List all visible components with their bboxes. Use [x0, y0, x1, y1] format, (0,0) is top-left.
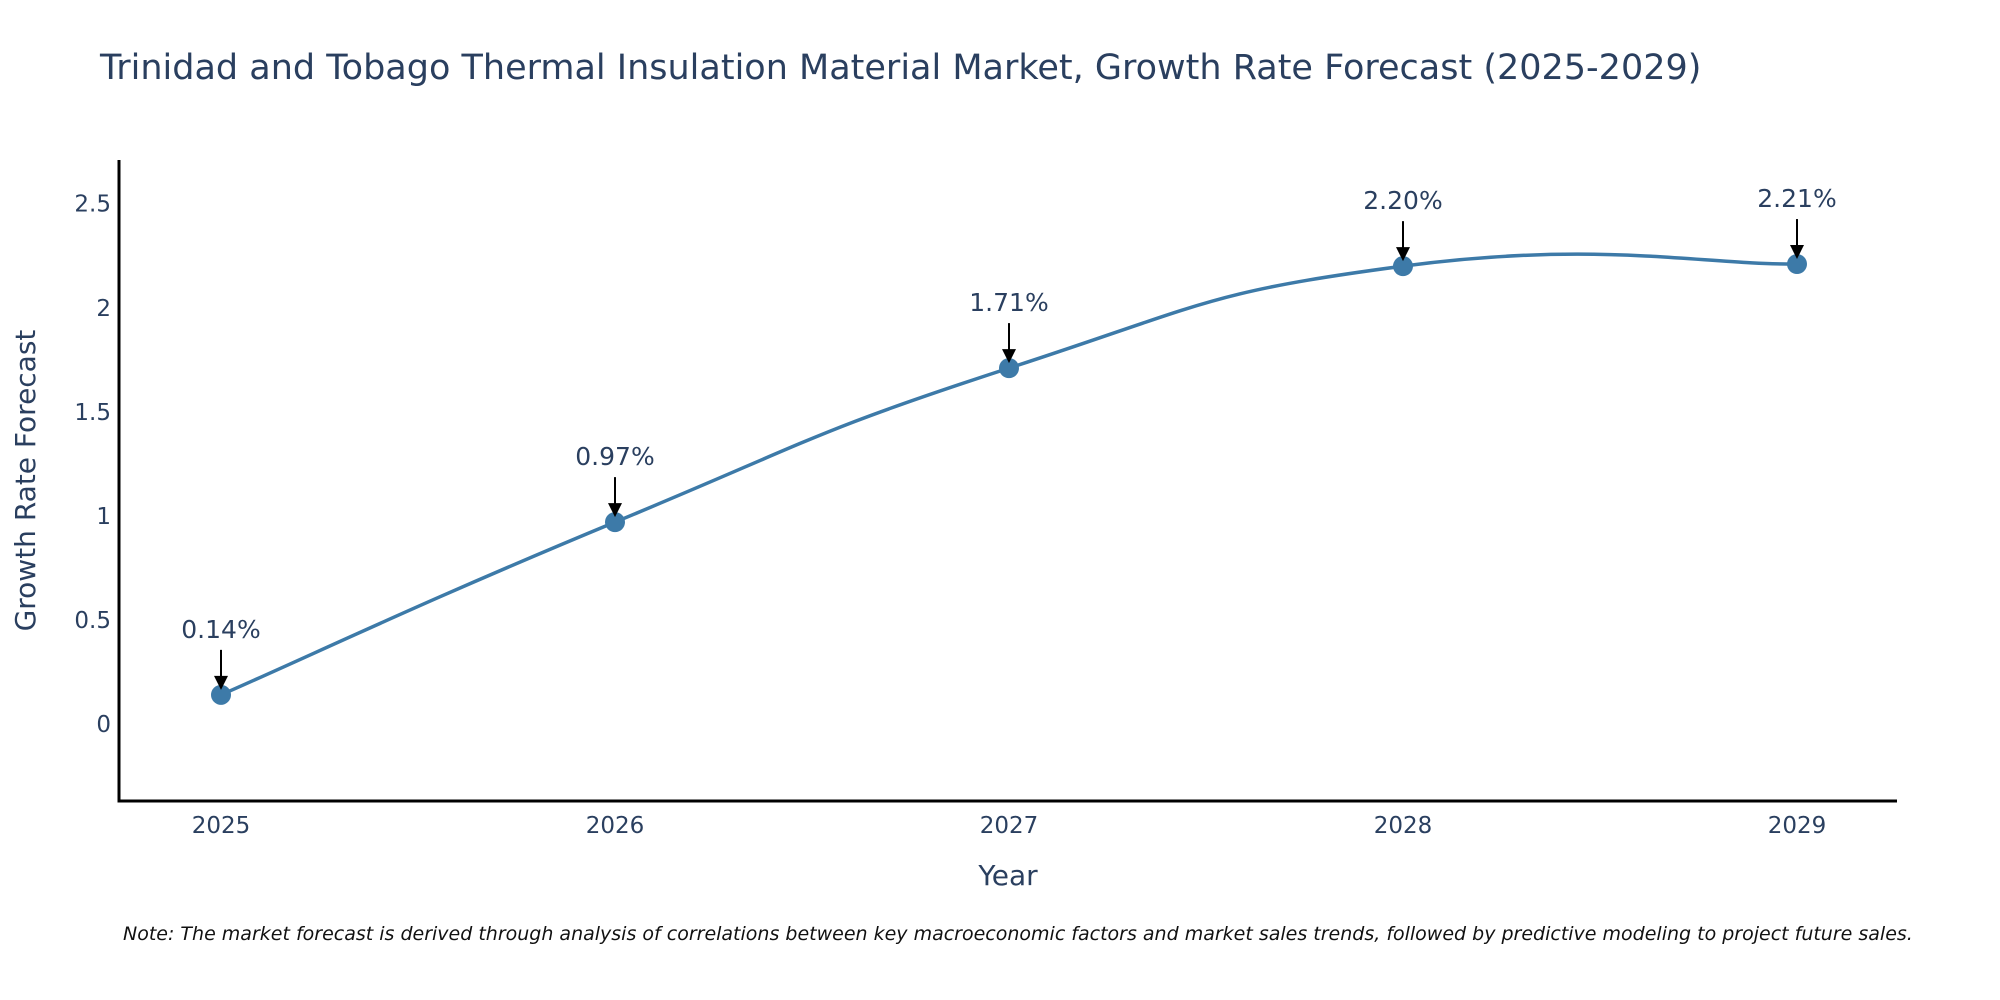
data-point — [999, 358, 1019, 379]
data-label: 2.21% — [1757, 184, 1837, 260]
series-line — [220, 252, 1798, 697]
x-tick-label: 2027 — [980, 813, 1039, 839]
y-axis-title: Growth Rate Forecast — [9, 330, 42, 632]
data-label-text: 0.14% — [181, 615, 260, 644]
annotation-arrow-head — [1790, 245, 1804, 260]
y-tick-label: 2 — [96, 296, 111, 322]
x-tick-label: 2029 — [1768, 813, 1827, 839]
data-label-text: 1.71% — [969, 288, 1048, 317]
annotation-arrow-head — [214, 675, 228, 690]
x-tick-label: 2028 — [1374, 813, 1433, 839]
data-label: 0.14% — [181, 615, 261, 690]
data-label: 1.71% — [969, 288, 1049, 364]
y-tick-label: 1 — [96, 504, 111, 530]
data-points — [211, 254, 1807, 705]
data-point — [1393, 256, 1413, 277]
data-annotations: 0.14% 0.97% 1.71% 2.20% 2.21% — [181, 184, 1837, 690]
annotation-arrow-head — [1396, 247, 1410, 262]
data-label-text: 2.20% — [1363, 186, 1442, 215]
data-label: 2.20% — [1363, 186, 1443, 262]
y-tick-label: 1.5 — [74, 400, 111, 426]
data-point — [211, 684, 231, 705]
data-point — [1787, 254, 1807, 275]
plot-area — [220, 252, 1798, 697]
x-axis-title: Year — [977, 859, 1038, 892]
x-axis-ticks: 2025 2026 2027 2028 2029 — [192, 813, 1827, 839]
y-axis-ticks: 0 0.5 1 1.5 2 2.5 — [74, 192, 111, 738]
data-point — [605, 512, 625, 533]
data-label: 0.97% — [575, 442, 655, 518]
data-label-text: 0.97% — [575, 442, 654, 471]
chart-title: Trinidad and Tobago Thermal Insulation M… — [99, 48, 1701, 88]
x-tick-label: 2026 — [586, 813, 645, 839]
data-label-text: 2.21% — [1757, 184, 1836, 213]
y-tick-label: 2.5 — [74, 192, 111, 218]
annotation-arrow-head — [1002, 349, 1016, 364]
y-tick-label: 0 — [96, 712, 111, 738]
x-tick-label: 2025 — [192, 813, 251, 839]
annotation-arrow-head — [608, 503, 622, 518]
footnote: Note: The market forecast is derived thr… — [123, 923, 1913, 945]
y-tick-label: 0.5 — [74, 608, 111, 634]
